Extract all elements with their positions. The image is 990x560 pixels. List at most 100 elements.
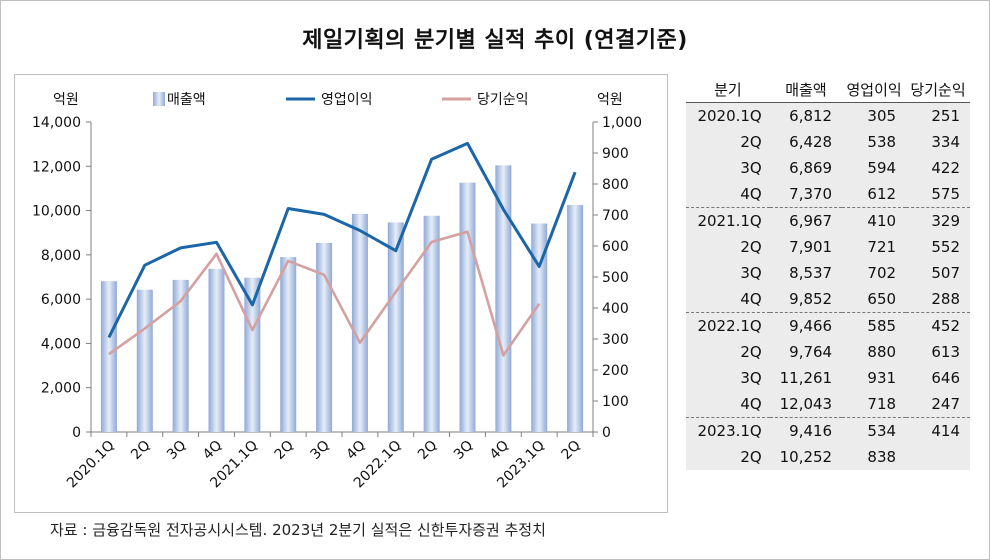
table-cell: 2Q (686, 444, 770, 470)
table-row: 3Q 8,537 702 507 (686, 260, 970, 286)
table-cell: 9,852 (769, 286, 843, 313)
x-tick-label: 2020.1Q (64, 438, 118, 492)
x-tick-label: 2Q (558, 438, 583, 463)
data-table: 분기 매출액 영업이익 당기순익 2020.1Q 6,812 305 251 2Q 6,428 5… (686, 76, 970, 470)
legend-label-revenue: 매출액 (167, 92, 206, 108)
y-left-axis-label: 억원 (53, 92, 79, 108)
table-cell: 251 (906, 102, 970, 129)
line-operating-profit (107, 141, 577, 339)
y-left-tick-label: 12,000 (32, 159, 81, 175)
legend-swatch-revenue (153, 92, 165, 106)
table-cell: 2021.1Q (686, 207, 770, 234)
table-row: 2021.1Q 6,967 410 329 (686, 207, 970, 234)
table-row: 3Q 11,261 931 646 (686, 365, 970, 391)
y-right-axis-label: 억원 (597, 92, 623, 108)
y-right-tick-label: 1,000 (602, 115, 642, 131)
table-row: 4Q 7,370 612 575 (686, 181, 970, 208)
y-right-tick-label: 300 (602, 332, 629, 348)
table-cell: 9,764 (769, 339, 843, 365)
x-tick-label: 2Q (415, 438, 440, 463)
table-cell: 6,812 (769, 102, 843, 129)
table-cell: 575 (906, 181, 970, 208)
table-cell: 6,869 (769, 155, 843, 181)
table-cell (906, 444, 970, 470)
bar-revenue (280, 257, 297, 432)
table-cell: 422 (906, 155, 970, 181)
table-cell: 3Q (686, 155, 770, 181)
y-right-tick-label: 400 (602, 301, 629, 317)
table-cell: 305 (842, 102, 907, 129)
x-tick-label: 3Q (164, 438, 189, 463)
table-row: 4Q 9,852 650 288 (686, 286, 970, 313)
y-left-tick-label: 14,000 (32, 115, 81, 131)
table-header-cell: 분기 (686, 76, 770, 103)
y-right-tick-label: 500 (602, 270, 629, 286)
x-tick-label: 2Q (272, 438, 297, 463)
table-cell: 2022.1Q (686, 312, 770, 339)
line-net-income (108, 230, 541, 357)
table-cell: 594 (842, 155, 907, 181)
combo-chart: 0 2,000 4,000 6,000 8,000 10,000 12,000 14,000 0… (32, 92, 642, 492)
y-left-tick-label: 6,000 (41, 292, 81, 308)
table-cell: 2Q (686, 234, 770, 260)
bar-revenue (387, 222, 404, 432)
table-cell: 4Q (686, 181, 770, 208)
table-cell: 6,428 (769, 129, 843, 155)
table-cell: 534 (842, 417, 907, 444)
table-cell: 6,967 (769, 207, 843, 234)
x-tick-label: 3Q (451, 438, 476, 463)
table-cell: 613 (906, 339, 970, 365)
bar-revenue (244, 277, 261, 432)
y-right-tick-label: 800 (602, 177, 629, 193)
legend-label-operating-profit: 영업이익 (321, 92, 373, 108)
table-cell: 585 (842, 312, 907, 339)
table-cell: 12,043 (769, 391, 843, 418)
y-left-tick-label: 4,000 (41, 336, 81, 352)
table-cell: 718 (842, 391, 907, 418)
table-row: 2Q 6,428 538 334 (686, 129, 970, 155)
x-tick-label: 4Q (343, 438, 368, 463)
bar-revenue (100, 281, 117, 432)
legend-label-net-income: 당기순익 (477, 92, 529, 108)
table-row: 3Q 6,869 594 422 (686, 155, 970, 181)
bar-revenue (316, 242, 333, 432)
table-row: 2Q 9,764 880 613 (686, 339, 970, 365)
bar-revenue (459, 182, 476, 432)
table-cell: 3Q (686, 365, 770, 391)
bar-revenue (531, 223, 548, 432)
table-cell: 538 (842, 129, 907, 155)
bar-revenue (567, 204, 584, 432)
table-cell: 452 (906, 312, 970, 339)
y-right-tick-label: 700 (602, 208, 629, 224)
x-tick-label: 4Q (487, 438, 512, 463)
table-header-row: 분기 매출액 영업이익 당기순익 (686, 76, 970, 103)
table-cell: 410 (842, 207, 907, 234)
table-cell: 721 (842, 234, 907, 260)
table-cell: 4Q (686, 286, 770, 313)
table-cell: 880 (842, 339, 907, 365)
x-tick-label: 3Q (307, 438, 332, 463)
bar-revenue (136, 289, 153, 432)
table-cell: 2Q (686, 129, 770, 155)
table-header-cell: 매출액 (769, 76, 843, 103)
chart-container: 0 2,000 4,000 6,000 8,000 10,000 12,000 14,000 0… (14, 74, 668, 513)
page-title: 제일기획의 분기별 실적 추이 (연결기준) (302, 28, 688, 53)
y-left-tick-label: 0 (72, 425, 81, 441)
y-right-tick-label: 200 (602, 363, 629, 379)
bar-revenue (351, 213, 368, 432)
table-row: 2Q 10,252 838 (686, 444, 970, 470)
table-row: 2022.1Q 9,466 585 452 (686, 312, 970, 339)
table-row: 2023.1Q 9,416 534 414 (686, 417, 970, 444)
table-cell: 702 (842, 260, 907, 286)
y-right-tick-label: 900 (602, 146, 629, 162)
table-cell: 931 (842, 365, 907, 391)
table-cell: 334 (906, 129, 970, 155)
table-cell: 612 (842, 181, 907, 208)
y-left-tick-label: 10,000 (32, 204, 81, 220)
table-cell: 4Q (686, 391, 770, 418)
table-row: 4Q 12,043 718 247 (686, 391, 970, 418)
table-cell: 7,901 (769, 234, 843, 260)
y-left-tick-label: 8,000 (41, 248, 81, 264)
table-cell: 646 (906, 365, 970, 391)
table-cell: 3Q (686, 260, 770, 286)
